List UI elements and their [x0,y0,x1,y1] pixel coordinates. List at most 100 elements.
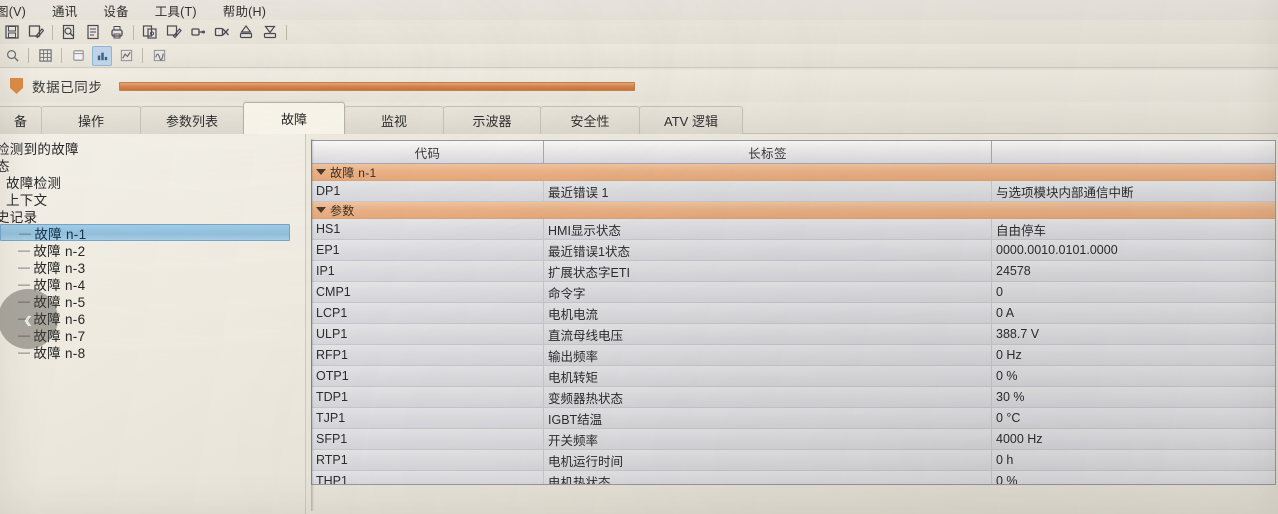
cell-long-label[interactable]: 最近错误 1 [544,181,992,201]
cell-value[interactable]: 0000.0010.0101.0000 [992,240,1275,260]
cell-code[interactable]: OTP1 [312,366,544,386]
cell-long-label[interactable]: 直流母线电压 [544,324,992,344]
cell-long-label[interactable]: 输出频率 [544,345,992,365]
menu-view[interactable]: 图(V) [0,4,26,19]
print-icon[interactable] [107,22,127,42]
chevron-down-icon[interactable] [316,169,326,175]
tab-fault[interactable]: 故障 [243,102,345,134]
sidebar-item-context[interactable]: 上下文 [0,190,305,208]
cell-code[interactable]: SFP1 [312,429,544,449]
menu-device[interactable]: 设备 [103,4,129,19]
sidebar-item-fault-n8[interactable]: — 故障 n-8 [0,343,305,361]
grid-icon[interactable] [35,46,55,66]
cell-long-label[interactable]: 扩展状态字ETI [544,261,992,281]
sidebar-item-detected-fault[interactable]: 检测到的故障 [0,139,305,157]
sidebar-item-fault-n2[interactable]: — 故障 n-2 [0,241,305,259]
tab-device[interactable]: 备 [0,106,42,134]
zoom-icon[interactable] [2,46,22,66]
table-row[interactable]: SFP1 开关频率 4000 Hz [312,429,1275,450]
cell-value[interactable]: 0 A [992,303,1275,323]
column-code[interactable]: 代码 [312,141,544,164]
cell-value[interactable]: 30 % [992,387,1275,407]
cell-code[interactable]: TDP1 [312,387,544,407]
cell-code[interactable]: RFP1 [312,345,544,365]
chart-line-icon[interactable] [116,46,136,66]
cell-code[interactable]: IP1 [312,261,544,281]
table-group-row[interactable]: 故障 n-1 [312,164,1275,181]
cell-value[interactable]: 0 h [992,450,1275,470]
table-row[interactable]: CMP1 命令字 0 [312,282,1275,303]
menu-help[interactable]: 帮助(H) [222,4,267,19]
cell-long-label[interactable]: 电机电流 [544,303,992,323]
cell-value[interactable]: 与选项模块内部通信中断 [992,181,1275,201]
menu-tools[interactable]: 工具(T) [154,4,197,19]
disconnect-icon[interactable] [212,22,232,42]
column-value[interactable] [992,141,1275,164]
cell-long-label[interactable]: HMI显示状态 [544,219,992,239]
cell-code[interactable]: HS1 [312,219,544,239]
cell-value[interactable]: 0 % [992,366,1275,386]
cell-long-label[interactable]: 开关频率 [544,429,992,449]
cell-value[interactable]: 388.7 V [992,324,1275,344]
tab-safety[interactable]: 安全性 [540,106,640,134]
fault-parameter-table[interactable]: 代码 长标签 故障 n-1 DP1 最近错误 1 与选项模块内部通信中断 参数 HS1 HM… [311,140,1276,485]
table-row[interactable]: HS1 HMI显示状态 自由停车 [312,219,1275,240]
table-row[interactable]: IP1 扩展状态字ETI 24578 [312,261,1275,282]
table-row[interactable]: RTP1 电机运行时间 0 h [312,450,1275,471]
save-edit-icon[interactable] [26,22,46,42]
cell-long-label[interactable]: 电机运行时间 [544,450,992,470]
cell-value[interactable]: 0 Hz [992,345,1275,365]
table-row[interactable]: TJP1 IGBT结温 0 °C [312,408,1275,429]
cell-long-label[interactable]: 电机热状态 [544,471,992,484]
cell-value[interactable]: 0 °C [992,408,1275,428]
sidebar-item-history[interactable]: 史记录 [0,207,305,225]
chart-bar-icon[interactable] [92,45,112,66]
save-icon[interactable] [2,22,22,42]
column-long-label[interactable]: 长标签 [544,141,992,164]
tab-atv-logic[interactable]: ATV 逻辑 [639,106,743,134]
table-row[interactable]: EP1 最近错误1状态 0000.0010.0101.0000 [312,240,1275,261]
table-row[interactable]: LCP1 电机电流 0 A [312,303,1275,324]
sidebar-item-status[interactable]: 态 [0,156,305,174]
table-group-row[interactable]: 参数 [312,202,1275,219]
menu-communication[interactable]: 通讯 [51,4,78,19]
cell-code[interactable]: RTP1 [312,450,544,470]
connect-icon[interactable] [188,22,208,42]
table-row[interactable]: DP1 最近错误 1 与选项模块内部通信中断 [312,181,1275,202]
download-from-device-icon[interactable] [260,22,280,42]
tab-monitor[interactable]: 监视 [344,106,444,134]
sidebar-item-fault-detection[interactable]: 故障检测 [0,173,305,191]
document-icon[interactable] [83,22,103,42]
cell-code[interactable]: ULP1 [312,324,544,344]
page-icon[interactable] [68,46,88,66]
tab-operation[interactable]: 操作 [41,106,141,134]
table-row[interactable]: RFP1 输出频率 0 Hz [312,345,1275,366]
cell-long-label[interactable]: 最近错误1状态 [544,240,992,260]
cell-code[interactable]: DP1 [312,181,544,201]
cell-long-label[interactable]: IGBT结温 [544,408,992,428]
cell-code[interactable]: THP1 [312,471,544,484]
chart-scope-icon[interactable] [149,46,169,66]
cell-code[interactable]: LCP1 [312,303,544,323]
document-search-icon[interactable] [59,22,79,42]
sidebar-item-fault-n1[interactable]: — 故障 n-1 [0,224,290,242]
chevron-left-icon[interactable]: ‹ [0,289,58,349]
cell-value[interactable]: 自由停车 [992,219,1275,239]
cell-code[interactable]: TJP1 [312,408,544,428]
tab-parameter-list[interactable]: 参数列表 [140,106,244,134]
table-row[interactable]: THP1 电机热状态 0 % [312,471,1275,484]
table-row[interactable]: OTP1 电机转矩 0 % [312,366,1275,387]
cell-value[interactable]: 0 % [992,471,1275,484]
cell-long-label[interactable]: 命令字 [544,282,992,302]
cell-value[interactable]: 24578 [992,261,1275,281]
cell-code[interactable]: EP1 [312,240,544,260]
device-edit-icon[interactable] [164,22,184,42]
cell-value[interactable]: 0 [992,282,1275,302]
cell-value[interactable]: 4000 Hz [992,429,1275,449]
group-row-header[interactable]: 故障 n-1 [312,164,544,180]
device-copy-icon[interactable] [140,22,160,42]
upload-to-device-icon[interactable] [236,22,256,42]
cell-code[interactable]: CMP1 [312,282,544,302]
cell-long-label[interactable]: 电机转矩 [544,366,992,386]
group-row-header[interactable]: 参数 [312,202,544,218]
